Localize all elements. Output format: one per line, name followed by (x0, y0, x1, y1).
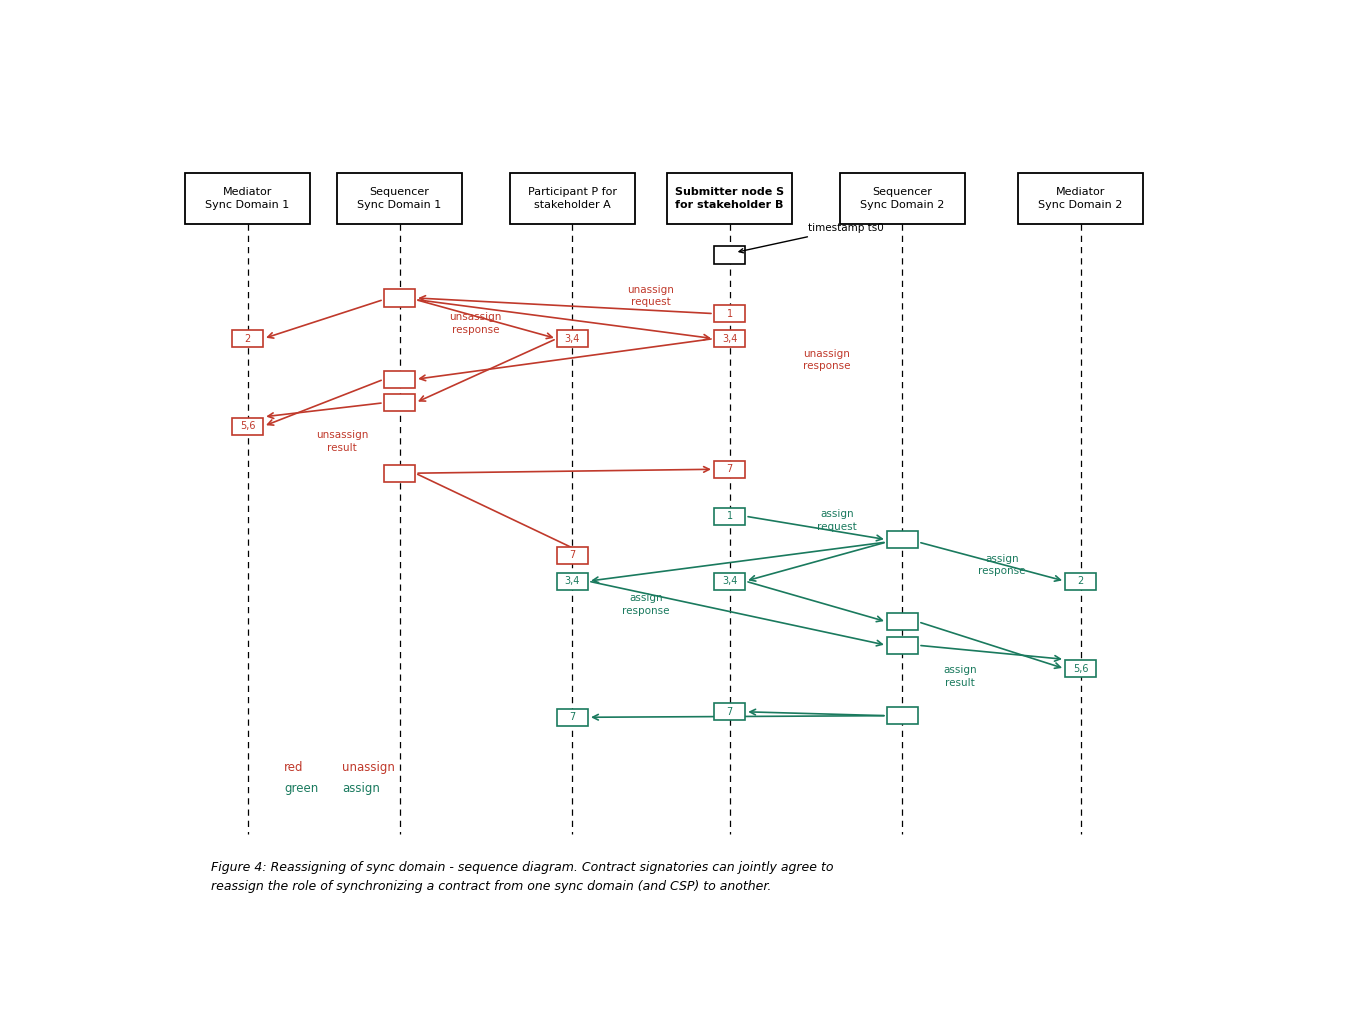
Text: 3,4: 3,4 (722, 333, 737, 343)
FancyBboxPatch shape (384, 394, 415, 411)
Text: Mediator
Sync Domain 2: Mediator Sync Domain 2 (1038, 187, 1122, 209)
FancyBboxPatch shape (714, 330, 745, 347)
FancyBboxPatch shape (1065, 660, 1096, 678)
FancyBboxPatch shape (510, 173, 635, 224)
Text: assign
request: assign request (817, 509, 857, 531)
Text: 3,4: 3,4 (565, 576, 580, 586)
FancyBboxPatch shape (714, 246, 745, 263)
Text: Figure 4: Reassigning of sync domain - sequence diagram. Contract signatories ca: Figure 4: Reassigning of sync domain - s… (211, 862, 833, 893)
FancyBboxPatch shape (1018, 173, 1144, 224)
Text: unsassign
result: unsassign result (316, 430, 368, 453)
Text: timestamp ts0: timestamp ts0 (740, 224, 884, 253)
Text: assign
result: assign result (944, 664, 977, 688)
FancyBboxPatch shape (233, 330, 264, 347)
FancyBboxPatch shape (337, 173, 462, 224)
Text: Submitter node S
for stakeholder B: Submitter node S for stakeholder B (675, 187, 784, 209)
FancyBboxPatch shape (887, 614, 918, 630)
Text: unassign
request: unassign request (627, 284, 675, 307)
FancyBboxPatch shape (887, 531, 918, 549)
Text: unassign
response: unassign response (803, 348, 850, 372)
Text: 1: 1 (726, 511, 733, 521)
FancyBboxPatch shape (667, 173, 792, 224)
FancyBboxPatch shape (714, 508, 745, 525)
FancyBboxPatch shape (714, 703, 745, 720)
Text: unsassign
response: unsassign response (449, 312, 502, 334)
Text: assign
response: assign response (979, 554, 1026, 576)
FancyBboxPatch shape (384, 371, 415, 388)
Text: Sequencer
Sync Domain 1: Sequencer Sync Domain 1 (357, 187, 442, 209)
Text: 2: 2 (1078, 576, 1084, 586)
Text: Sequencer
Sync Domain 2: Sequencer Sync Domain 2 (860, 187, 945, 209)
FancyBboxPatch shape (557, 547, 588, 564)
FancyBboxPatch shape (185, 173, 311, 224)
FancyBboxPatch shape (557, 330, 588, 347)
FancyBboxPatch shape (384, 290, 415, 307)
FancyBboxPatch shape (714, 305, 745, 322)
Text: 5,6: 5,6 (239, 422, 256, 431)
FancyBboxPatch shape (840, 173, 965, 224)
FancyBboxPatch shape (233, 418, 264, 435)
Text: 7: 7 (726, 707, 733, 717)
Text: 7: 7 (569, 551, 576, 561)
Text: 2: 2 (245, 333, 250, 343)
FancyBboxPatch shape (714, 573, 745, 589)
Text: Mediator
Sync Domain 1: Mediator Sync Domain 1 (206, 187, 289, 209)
Text: 1: 1 (726, 309, 733, 319)
Text: green: green (284, 782, 319, 795)
FancyBboxPatch shape (887, 637, 918, 654)
FancyBboxPatch shape (384, 464, 415, 482)
Text: 7: 7 (569, 712, 576, 722)
FancyBboxPatch shape (887, 707, 918, 724)
FancyBboxPatch shape (557, 573, 588, 589)
Text: 3,4: 3,4 (565, 333, 580, 343)
Text: assign
response: assign response (622, 592, 669, 616)
FancyBboxPatch shape (1065, 573, 1096, 589)
Text: Participant P for
stakeholder A: Participant P for stakeholder A (527, 187, 617, 209)
Text: unassign: unassign (342, 761, 395, 774)
Text: assign: assign (342, 782, 380, 795)
Text: 5,6: 5,6 (1073, 663, 1088, 674)
Text: 7: 7 (726, 464, 733, 474)
Text: 3,4: 3,4 (722, 576, 737, 586)
Text: red: red (284, 761, 304, 774)
FancyBboxPatch shape (714, 460, 745, 478)
FancyBboxPatch shape (557, 709, 588, 725)
